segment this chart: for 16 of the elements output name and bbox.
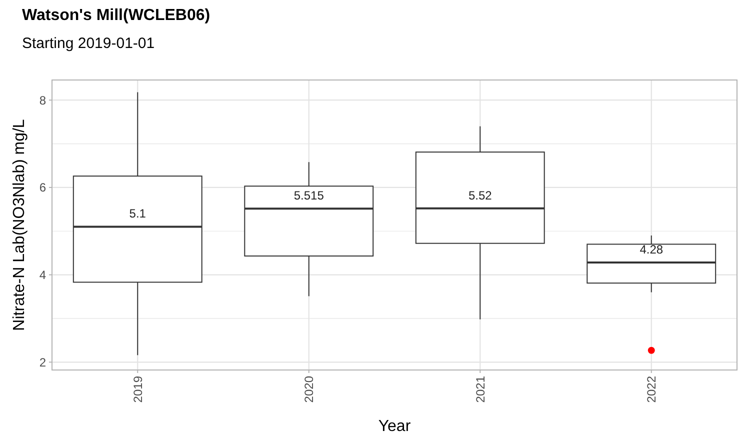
y-tick-label: 2 bbox=[39, 355, 46, 370]
x-tick-label: 2020 bbox=[302, 376, 316, 403]
x-tick-label: 2021 bbox=[473, 376, 488, 403]
x-tick-label: 2019 bbox=[130, 376, 145, 403]
x-tick-label: 2022 bbox=[644, 376, 659, 403]
y-tick-label: 8 bbox=[39, 93, 46, 108]
chart-subtitle: Starting 2019-01-01 bbox=[22, 35, 155, 52]
annotation: 5.515 bbox=[294, 188, 324, 203]
x-axis-title: Year bbox=[378, 418, 412, 435]
y-tick-label: 6 bbox=[39, 180, 46, 195]
annotation: 5.52 bbox=[468, 188, 492, 202]
y-tick-label: 4 bbox=[39, 268, 46, 282]
chart-title: Watson's Mill(WCLEB06) bbox=[22, 7, 210, 24]
annotation: 5.1 bbox=[129, 206, 146, 221]
annotation: 4.28 bbox=[640, 242, 664, 257]
y-axis-title: Nitrate-N Lab(NO3Nlab) mg/L bbox=[11, 119, 28, 331]
